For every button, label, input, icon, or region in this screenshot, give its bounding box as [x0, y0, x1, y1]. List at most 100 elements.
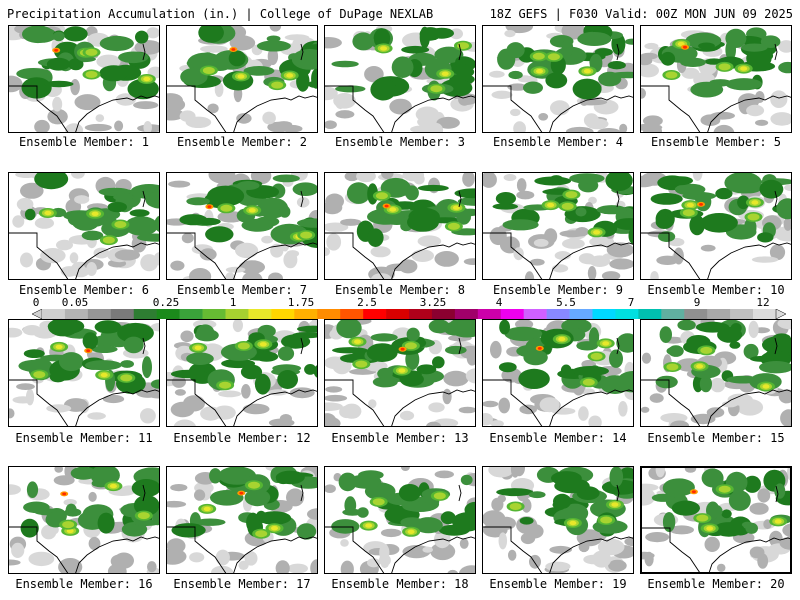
- precip-area-moderate: [311, 68, 317, 89]
- precip-core: [774, 519, 782, 524]
- precip-area-light: [74, 94, 101, 111]
- precip-area-light: [483, 173, 497, 188]
- precip-core: [547, 53, 560, 61]
- precip-area-light: [508, 549, 517, 561]
- member-panel-6[interactable]: [8, 172, 160, 280]
- state-border-line: [325, 526, 385, 573]
- precip-area-moderate: [651, 493, 675, 502]
- precip-area-moderate: [561, 38, 574, 57]
- precip-map: [167, 320, 317, 426]
- precip-area-moderate: [198, 26, 224, 43]
- precip-area-light: [656, 255, 679, 265]
- colorbar-segment: [661, 309, 685, 319]
- precip-area-moderate: [228, 50, 246, 67]
- precip-core: [109, 483, 117, 489]
- precip-area-light: [434, 470, 454, 479]
- precip-area-moderate: [660, 51, 676, 66]
- precip-area-light: [704, 536, 720, 552]
- precip-area-moderate: [63, 26, 88, 42]
- colorbar-segment: [42, 309, 66, 319]
- precip-area-light: [583, 554, 604, 565]
- member-panel-18[interactable]: [324, 466, 476, 574]
- precip-area-moderate: [677, 320, 696, 331]
- member-panel-17[interactable]: [166, 466, 318, 574]
- member-panel-10[interactable]: [640, 172, 792, 280]
- state-border-line: [641, 379, 701, 426]
- precip-area-moderate: [417, 184, 449, 192]
- member-label: Ensemble Member: 13: [331, 431, 469, 445]
- precip-area-light: [510, 108, 521, 117]
- precip-area-moderate: [577, 32, 612, 46]
- precip-area-moderate: [44, 80, 74, 88]
- member-panel-14[interactable]: [482, 319, 634, 427]
- precip-core: [219, 381, 232, 389]
- colorbar-segment: [592, 309, 616, 319]
- precip-area-light: [458, 406, 475, 414]
- precip-area-light: [325, 200, 343, 215]
- precip-core: [682, 209, 695, 217]
- member-panel-9[interactable]: [482, 172, 634, 280]
- precip-area-moderate: [616, 333, 633, 353]
- precip-core: [565, 191, 578, 199]
- state-border-line: [167, 526, 227, 573]
- precip-area-light: [269, 26, 282, 32]
- member-panel-16[interactable]: [8, 466, 160, 574]
- precip-area-light: [521, 498, 532, 513]
- member-panel-12[interactable]: [166, 319, 318, 427]
- precip-area-moderate: [496, 488, 534, 497]
- member-panel-11[interactable]: [8, 319, 160, 427]
- precip-area-moderate: [366, 343, 398, 362]
- member-panel-19[interactable]: [482, 466, 634, 574]
- precip-max: [207, 205, 212, 209]
- precip-area-light: [179, 110, 196, 122]
- precip-area-moderate: [186, 352, 214, 365]
- precip-core: [718, 63, 731, 71]
- coastline: [233, 242, 317, 279]
- member-panel-8[interactable]: [324, 172, 476, 280]
- precip-area-light: [757, 488, 771, 503]
- precip-area-moderate: [609, 71, 633, 79]
- precip-core: [547, 202, 555, 208]
- precip-area-light: [428, 402, 445, 413]
- member-panel-2[interactable]: [166, 25, 318, 133]
- precip-core: [355, 360, 368, 368]
- member-panel-3[interactable]: [324, 25, 476, 133]
- precip-core: [457, 42, 469, 50]
- precip-area-moderate: [107, 201, 128, 213]
- precip-area-moderate: [399, 372, 424, 387]
- precip-map: [642, 468, 790, 572]
- member-panel-13[interactable]: [324, 319, 476, 427]
- precip-area-light: [618, 401, 628, 417]
- member-panel-15[interactable]: [640, 319, 792, 427]
- precip-area-moderate: [272, 364, 302, 373]
- member-panel-7[interactable]: [166, 172, 318, 280]
- member-panel-5[interactable]: [640, 25, 792, 133]
- member-panel-1[interactable]: [8, 25, 160, 133]
- precip-area-light: [641, 52, 658, 60]
- coastline: [391, 95, 475, 132]
- precip-area-light: [173, 419, 196, 426]
- precip-area-moderate: [737, 195, 750, 210]
- precip-area-light: [9, 75, 23, 93]
- precip-core: [700, 346, 713, 354]
- precip-area-moderate: [659, 326, 672, 343]
- precip-area-moderate: [91, 345, 118, 353]
- precip-area-light: [459, 538, 469, 549]
- precip-map: [641, 27, 791, 132]
- precip-core: [666, 363, 679, 371]
- precip-core: [536, 69, 543, 74]
- precip-area-light: [641, 352, 652, 364]
- precip-area-moderate: [384, 216, 410, 225]
- precip-area-moderate: [194, 518, 226, 526]
- precip-area-moderate: [367, 183, 378, 205]
- precip-area-light: [399, 410, 415, 421]
- state-border-line: [641, 85, 701, 132]
- member-panel-4[interactable]: [482, 25, 634, 133]
- precip-area-moderate: [772, 333, 791, 344]
- precip-area-light: [641, 63, 659, 78]
- colorbar-segment: [753, 309, 777, 319]
- precip-area-light: [211, 565, 234, 573]
- precip-area-moderate: [304, 364, 317, 375]
- precip-area-light: [340, 539, 349, 547]
- member-panel-20[interactable]: [640, 466, 792, 574]
